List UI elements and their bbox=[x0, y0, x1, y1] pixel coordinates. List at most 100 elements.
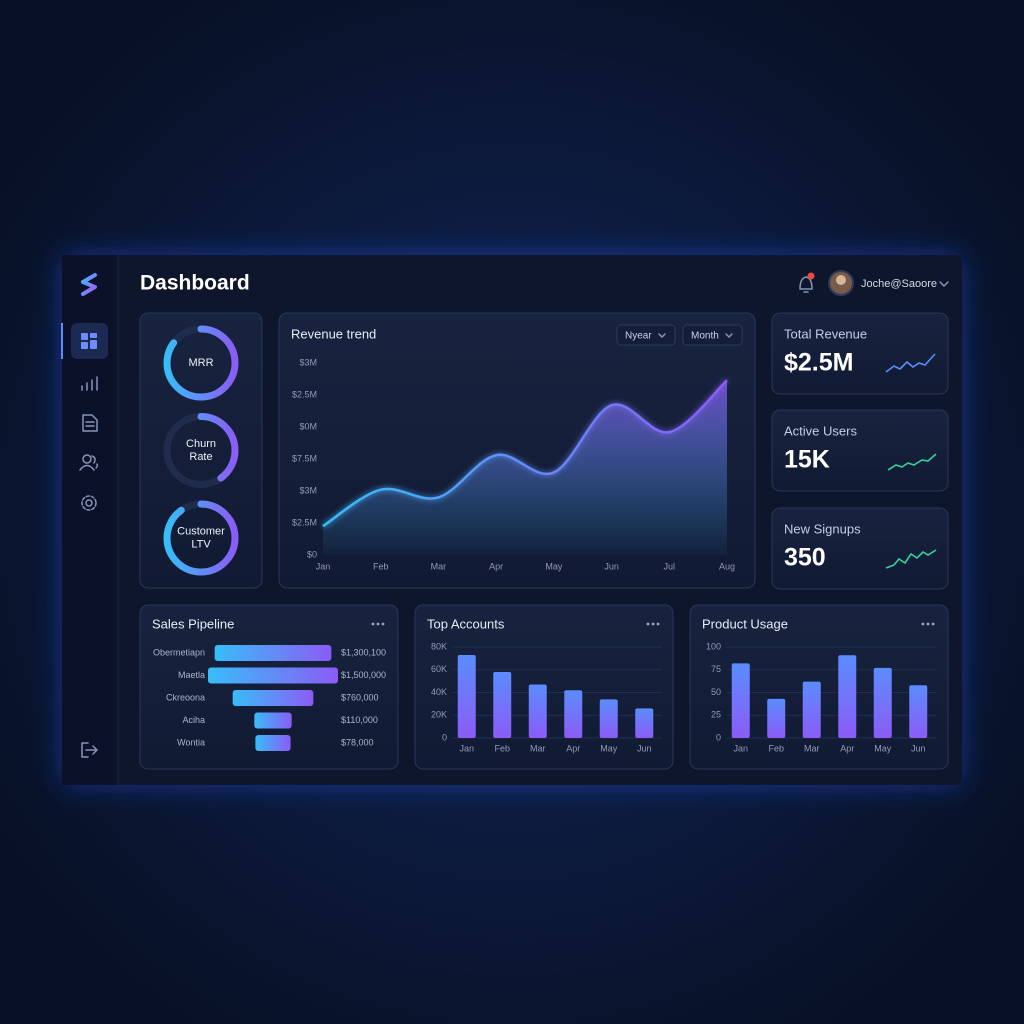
bar bbox=[838, 655, 857, 738]
pipeline-card bbox=[139, 604, 399, 770]
notification-bell[interactable] bbox=[799, 276, 813, 293]
funnel-label: Ckreoona bbox=[166, 692, 205, 702]
card-title: Top Accounts bbox=[427, 616, 505, 631]
ring-label: Customer bbox=[177, 525, 225, 537]
nav-analytics[interactable] bbox=[81, 376, 98, 391]
y-tick-label: 60K bbox=[431, 664, 447, 674]
y-axis-label: $0M bbox=[299, 421, 317, 431]
x-tick-label: Jun bbox=[911, 743, 926, 753]
x-tick-label: May bbox=[545, 561, 563, 571]
sparkline bbox=[885, 549, 937, 569]
card-title: Sales Pipeline bbox=[152, 616, 234, 631]
avatar-face bbox=[836, 275, 846, 285]
y-tick-label: 80K bbox=[431, 641, 447, 651]
x-tick-label: Apr bbox=[840, 743, 854, 753]
page-title: Dashboard bbox=[140, 272, 250, 295]
bar bbox=[635, 708, 654, 738]
logout[interactable] bbox=[81, 742, 98, 758]
nav-users[interactable] bbox=[79, 454, 99, 471]
x-tick-label: Aug bbox=[719, 561, 735, 571]
y-tick-label: 100 bbox=[706, 641, 721, 651]
funnel-value: $760,000 bbox=[341, 692, 379, 702]
x-tick-label: Jan bbox=[316, 561, 331, 571]
ring-progress bbox=[163, 500, 239, 576]
x-tick-label: Feb bbox=[494, 743, 510, 753]
funnel-label: Maetla bbox=[178, 670, 205, 680]
x-tick-label: Jun bbox=[604, 561, 619, 571]
y-tick-label: 20K bbox=[431, 710, 447, 720]
funnel-label: Wontia bbox=[177, 737, 205, 747]
kpi-label: New Signups bbox=[784, 521, 861, 536]
y-tick-label: 75 bbox=[711, 664, 721, 674]
x-tick-label: Jan bbox=[459, 743, 474, 753]
ring-label: Rate bbox=[189, 451, 212, 463]
user-name[interactable]: Joche@Saoore bbox=[861, 278, 937, 290]
notification-badge bbox=[807, 272, 815, 280]
y-tick-label: 0 bbox=[442, 732, 447, 742]
nav-dashboard[interactable] bbox=[71, 323, 108, 359]
x-tick-label: Jul bbox=[664, 561, 676, 571]
kpi-label: Total Revenue bbox=[784, 326, 867, 341]
bar bbox=[767, 698, 786, 738]
funnel-value: $110,000 bbox=[341, 715, 378, 725]
y-tick-label: 0 bbox=[716, 732, 721, 742]
x-tick-label: Apr bbox=[566, 743, 580, 753]
y-axis-label: $3M bbox=[299, 485, 317, 495]
line bbox=[322, 379, 728, 528]
kpi-card bbox=[771, 507, 949, 590]
funnel-bar bbox=[208, 667, 338, 684]
y-axis-label: $0 bbox=[307, 549, 317, 559]
ring-label: Churn bbox=[186, 438, 216, 450]
bar bbox=[528, 684, 547, 738]
card-title: Product Usage bbox=[702, 616, 788, 631]
funnel-bar bbox=[214, 645, 332, 661]
x-tick-label: Feb bbox=[768, 743, 784, 753]
y-tick-label: 50 bbox=[711, 687, 721, 697]
y-axis-label: $3M bbox=[299, 357, 317, 367]
x-tick-label: Feb bbox=[373, 561, 389, 571]
x-tick-label: Mar bbox=[431, 561, 447, 571]
card-menu[interactable] bbox=[371, 622, 385, 626]
ring-label: MRR bbox=[188, 357, 213, 369]
logo[interactable] bbox=[81, 273, 97, 296]
dropdown-label[interactable]: Month bbox=[691, 331, 719, 342]
area bbox=[323, 380, 727, 555]
kpi-card bbox=[771, 409, 949, 492]
card-title: Revenue trend bbox=[291, 326, 376, 341]
funnel-bar bbox=[232, 690, 314, 706]
bar bbox=[731, 663, 750, 738]
bar bbox=[457, 654, 476, 738]
x-tick-label: Jun bbox=[637, 743, 652, 753]
card-menu[interactable] bbox=[646, 622, 660, 626]
funnel-value: $78,000 bbox=[341, 737, 374, 747]
x-tick-label: Apr bbox=[489, 561, 503, 571]
kpi-value: 15K bbox=[784, 446, 830, 474]
y-tick-label: 25 bbox=[711, 710, 721, 720]
kpi-value: 350 bbox=[784, 544, 826, 572]
nav-reports[interactable] bbox=[82, 414, 98, 432]
ring-progress bbox=[163, 413, 239, 488]
x-tick-label: Mar bbox=[530, 743, 546, 753]
bar bbox=[599, 699, 618, 738]
y-axis-label: $2.5M bbox=[292, 389, 317, 399]
x-tick-label: Mar bbox=[804, 743, 820, 753]
ring-label: LTV bbox=[191, 538, 211, 550]
bar bbox=[564, 690, 583, 738]
sparkline bbox=[885, 353, 936, 373]
funnel-value: $1,500,000 bbox=[341, 670, 386, 680]
x-tick-label: May bbox=[600, 743, 618, 753]
bar bbox=[802, 681, 821, 738]
dropdown[interactable] bbox=[616, 324, 676, 346]
dropdown-chevron bbox=[658, 333, 666, 338]
nav-settings[interactable] bbox=[81, 495, 97, 511]
dropdown[interactable] bbox=[682, 324, 743, 346]
user-menu-chevron[interactable] bbox=[939, 281, 949, 287]
funnel-label: Aciha bbox=[182, 715, 205, 725]
dropdown-label[interactable]: Nyear bbox=[625, 331, 652, 342]
kpi-card bbox=[771, 312, 949, 395]
sparkline bbox=[887, 453, 937, 471]
card-menu[interactable] bbox=[921, 622, 935, 626]
dashboard-icon bbox=[81, 333, 97, 349]
